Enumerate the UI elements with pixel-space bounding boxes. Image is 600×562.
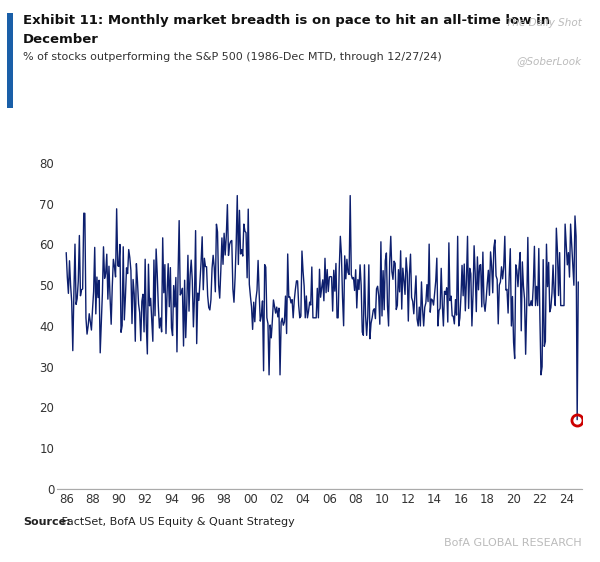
- Text: The Daily Shot: The Daily Shot: [506, 18, 582, 28]
- Text: December: December: [23, 33, 98, 46]
- Text: FactSet, BofA US Equity & Quant Strategy: FactSet, BofA US Equity & Quant Strategy: [58, 517, 295, 527]
- Text: Exhibit 11: Monthly market breadth is on pace to hit an all-time low in: Exhibit 11: Monthly market breadth is on…: [23, 14, 550, 27]
- Text: @SoberLook: @SoberLook: [517, 56, 582, 66]
- Text: Source:: Source:: [23, 517, 70, 527]
- Text: BofA GLOBAL RESEARCH: BofA GLOBAL RESEARCH: [445, 538, 582, 548]
- Text: % of stocks outperforming the S&P 500 (1986-Dec MTD, through 12/27/24): % of stocks outperforming the S&P 500 (1…: [23, 52, 442, 62]
